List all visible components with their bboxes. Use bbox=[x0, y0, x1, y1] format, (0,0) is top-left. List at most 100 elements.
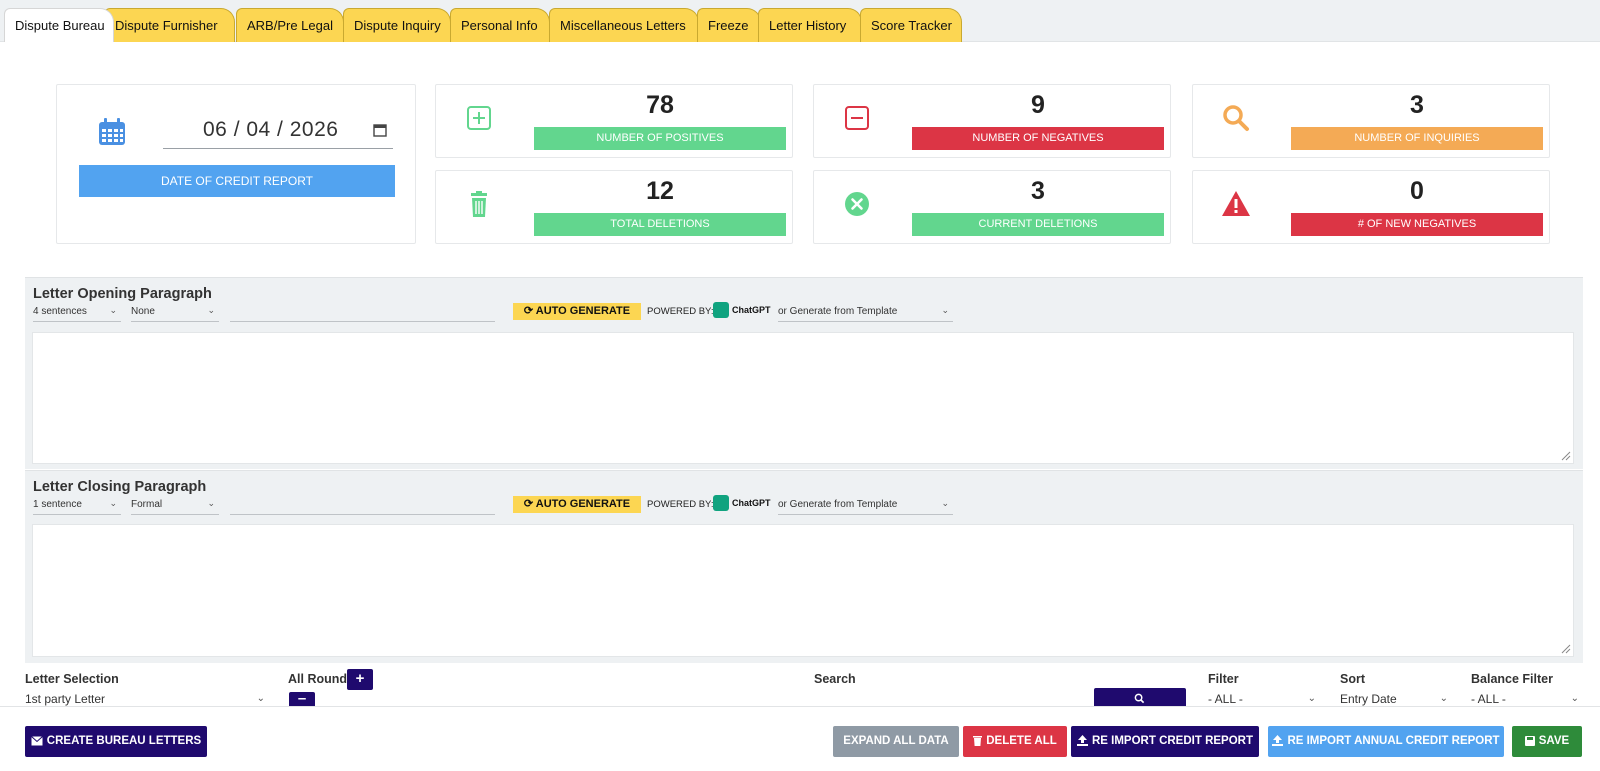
negatives-card: 9 NUMBER OF NEGATIVES bbox=[813, 84, 1171, 158]
positives-count: 78 bbox=[646, 91, 674, 119]
chatgpt-label: ChatGPT bbox=[732, 498, 771, 508]
filter-label: Filter bbox=[1208, 672, 1239, 686]
search-icon bbox=[1134, 693, 1145, 704]
new-negatives-label: # OF NEW NEGATIVES bbox=[1291, 213, 1543, 236]
opening-prompt-input[interactable] bbox=[230, 304, 495, 322]
upload-icon bbox=[1076, 735, 1088, 746]
refresh-icon: ⟳ bbox=[523, 305, 534, 317]
new-negatives-card: 0 # OF NEW NEGATIVES bbox=[1192, 170, 1550, 244]
opening-auto-generate-button[interactable]: ⟳ AUTO GENERATE bbox=[513, 303, 641, 320]
chevron-down-icon: ⌄ bbox=[1570, 693, 1579, 704]
sort-select[interactable]: Entry Date ⌄ bbox=[1340, 692, 1448, 706]
all-round-label: All Round bbox=[288, 672, 348, 686]
date-value: 06 / 04 / 2026 bbox=[203, 118, 339, 141]
chevron-down-icon: ⌄ bbox=[1439, 693, 1448, 704]
inquiries-label: NUMBER OF INQUIRIES bbox=[1291, 127, 1543, 150]
closing-template-select[interactable]: or Generate from Template ⌄ bbox=[778, 497, 953, 515]
x-circle-icon bbox=[845, 192, 869, 216]
chevron-down-icon: ⌄ bbox=[1307, 693, 1316, 704]
resize-handle-icon[interactable] bbox=[1559, 449, 1571, 461]
expand-all-data-button[interactable]: EXPAND ALL DATA bbox=[833, 726, 959, 757]
tab-bar: Dispute Furnisher ARB/Pre Legal Dispute … bbox=[0, 0, 1600, 42]
current-deletions-label: CURRENT DELETIONS bbox=[912, 213, 1164, 236]
opening-paragraph-panel: Letter Opening Paragraph 4 sentences ⌄ No… bbox=[25, 277, 1583, 469]
tab-dispute-furnisher[interactable]: Dispute Furnisher bbox=[104, 8, 235, 42]
opening-paragraph-title: Letter Opening Paragraph bbox=[33, 286, 212, 302]
opening-paragraph-textarea[interactable] bbox=[32, 332, 1574, 464]
tab-letter-history[interactable]: Letter History bbox=[758, 8, 862, 42]
positives-label: NUMBER OF POSITIVES bbox=[534, 127, 786, 150]
date-picker-icon[interactable] bbox=[373, 123, 387, 137]
minus-square-icon bbox=[845, 106, 869, 130]
floppy-disk-icon bbox=[1524, 736, 1535, 746]
trash-icon bbox=[471, 191, 487, 217]
balance-filter-select[interactable]: - ALL - ⌄ bbox=[1471, 692, 1579, 706]
tab-dispute-bureau[interactable]: Dispute Bureau bbox=[4, 8, 114, 42]
total-deletions-card: 12 TOTAL DELETIONS bbox=[435, 170, 793, 244]
add-round-button[interactable]: + bbox=[347, 669, 373, 690]
tab-dispute-inquiry[interactable]: Dispute Inquiry bbox=[343, 8, 451, 42]
new-negatives-count: 0 bbox=[1410, 177, 1424, 205]
negatives-label: NUMBER OF NEGATIVES bbox=[912, 127, 1164, 150]
powered-by-label: POWERED BY: bbox=[647, 499, 714, 510]
closing-paragraph-panel: Letter Closing Paragraph 1 sentence ⌄ For… bbox=[25, 470, 1583, 663]
remove-round-button[interactable]: – bbox=[289, 691, 315, 708]
negatives-count: 9 bbox=[1031, 91, 1045, 119]
search-button[interactable] bbox=[1094, 688, 1186, 708]
sort-label: Sort bbox=[1340, 672, 1365, 686]
delete-all-button[interactable]: DELETE ALL bbox=[963, 726, 1067, 757]
upload-icon bbox=[1272, 735, 1284, 746]
total-deletions-label: TOTAL DELETIONS bbox=[534, 213, 786, 236]
balance-filter-label: Balance Filter bbox=[1471, 672, 1553, 686]
closing-paragraph-title: Letter Closing Paragraph bbox=[33, 479, 207, 495]
tab-personal-info[interactable]: Personal Info bbox=[450, 8, 550, 42]
powered-by-label: POWERED BY: bbox=[647, 306, 714, 317]
chevron-down-icon: ⌄ bbox=[207, 305, 215, 315]
credit-report-date-input[interactable]: 06 / 04 / 2026 bbox=[163, 113, 393, 149]
date-of-credit-report-label: DATE OF CREDIT REPORT bbox=[79, 165, 395, 197]
envelope-icon bbox=[30, 736, 43, 746]
closing-prompt-input[interactable] bbox=[230, 497, 495, 515]
resize-handle-icon[interactable] bbox=[1559, 642, 1571, 654]
current-deletions-card: 3 CURRENT DELETIONS bbox=[813, 170, 1171, 244]
footer-action-bar: CREATE BUREAU LETTERS EXPAND ALL DATA DE… bbox=[0, 706, 1600, 771]
create-bureau-letters-button[interactable]: CREATE BUREAU LETTERS bbox=[25, 726, 207, 757]
closing-tone-select[interactable]: Formal ⌄ bbox=[131, 497, 219, 515]
letter-selection-select[interactable]: 1st party Letter ⌄ bbox=[25, 692, 265, 706]
save-button[interactable]: SAVE bbox=[1512, 726, 1582, 757]
inquiries-count: 3 bbox=[1410, 91, 1424, 119]
closing-auto-generate-button[interactable]: ⟳ AUTO GENERATE bbox=[513, 496, 641, 513]
chatgpt-logo-icon bbox=[713, 495, 729, 511]
tab-arb-pre-legal[interactable]: ARB/Pre Legal bbox=[236, 8, 344, 42]
closing-length-select[interactable]: 1 sentence ⌄ bbox=[33, 497, 121, 515]
tab-freeze[interactable]: Freeze bbox=[697, 8, 761, 42]
plus-square-icon bbox=[467, 106, 491, 130]
filter-select[interactable]: - ALL - ⌄ bbox=[1208, 692, 1316, 706]
closing-paragraph-textarea[interactable] bbox=[32, 524, 1574, 657]
calendar-icon bbox=[99, 118, 125, 145]
chevron-down-icon: ⌄ bbox=[109, 498, 117, 508]
chevron-down-icon: ⌄ bbox=[941, 498, 949, 508]
chatgpt-logo-icon bbox=[713, 302, 729, 318]
search-label: Search bbox=[814, 672, 856, 686]
chevron-down-icon: ⌄ bbox=[207, 498, 215, 508]
refresh-icon: ⟳ bbox=[523, 498, 534, 510]
tab-score-tracker[interactable]: Score Tracker bbox=[860, 8, 962, 42]
tab-miscellaneous-letters[interactable]: Miscellaneous Letters bbox=[549, 8, 699, 42]
re-import-credit-report-button[interactable]: RE IMPORT CREDIT REPORT bbox=[1071, 726, 1259, 757]
re-import-annual-credit-report-button[interactable]: RE IMPORT ANNUAL CREDIT REPORT bbox=[1268, 726, 1504, 757]
letter-selection-label: Letter Selection bbox=[25, 672, 119, 686]
positives-card: 78 NUMBER OF POSITIVES bbox=[435, 84, 793, 158]
inquiries-card: 3 NUMBER OF INQUIRIES bbox=[1192, 84, 1550, 158]
chevron-down-icon: ⌄ bbox=[941, 305, 949, 315]
current-deletions-count: 3 bbox=[1031, 177, 1045, 205]
warning-icon bbox=[1222, 191, 1250, 216]
search-icon bbox=[1223, 105, 1249, 131]
chevron-down-icon: ⌄ bbox=[256, 693, 265, 704]
opening-template-select[interactable]: or Generate from Template ⌄ bbox=[778, 304, 953, 322]
total-deletions-count: 12 bbox=[646, 177, 674, 205]
opening-tone-select[interactable]: None ⌄ bbox=[131, 304, 219, 322]
opening-length-select[interactable]: 4 sentences ⌄ bbox=[33, 304, 121, 322]
credit-report-date-card: 06 / 04 / 2026 DATE OF CREDIT REPORT bbox=[56, 84, 416, 244]
